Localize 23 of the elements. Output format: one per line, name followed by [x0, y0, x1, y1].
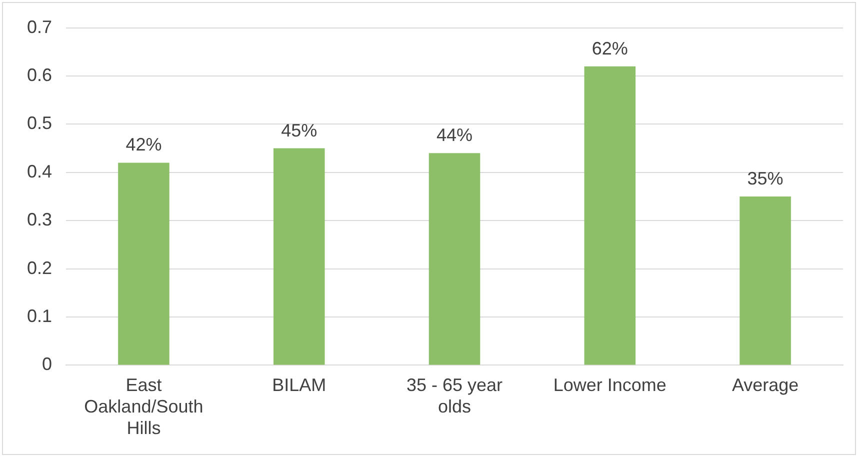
bar: [273, 148, 325, 365]
bar: [584, 66, 636, 365]
y-tick-label: 0.7: [26, 16, 52, 37]
y-tick-label: 0.3: [26, 210, 52, 230]
x-tick-label: East Oakland/South Hills: [84, 374, 204, 438]
bar: [428, 153, 480, 365]
y-tick-label: 0: [42, 354, 52, 374]
x-tick-label: Average: [732, 374, 799, 395]
bar: [118, 162, 170, 365]
data-label: 62%: [592, 38, 628, 58]
bar: [740, 196, 791, 365]
data-label: 44%: [436, 125, 473, 146]
y-tick-label: 0.5: [26, 113, 52, 134]
x-tick-label: 35 - 65 year olds: [406, 374, 503, 417]
y-tick-label: 0.2: [26, 258, 52, 278]
data-label: 45%: [281, 120, 318, 140]
y-tick-label: 0.6: [26, 64, 52, 85]
x-tick-label: BILAM: [272, 374, 326, 395]
y-tick-label: 0.4: [26, 161, 52, 182]
y-tick-label: 0.1: [26, 306, 52, 326]
data-label: 42%: [126, 134, 162, 155]
data-label: 35%: [747, 168, 784, 188]
x-tick-label: Lower Income: [553, 374, 666, 395]
